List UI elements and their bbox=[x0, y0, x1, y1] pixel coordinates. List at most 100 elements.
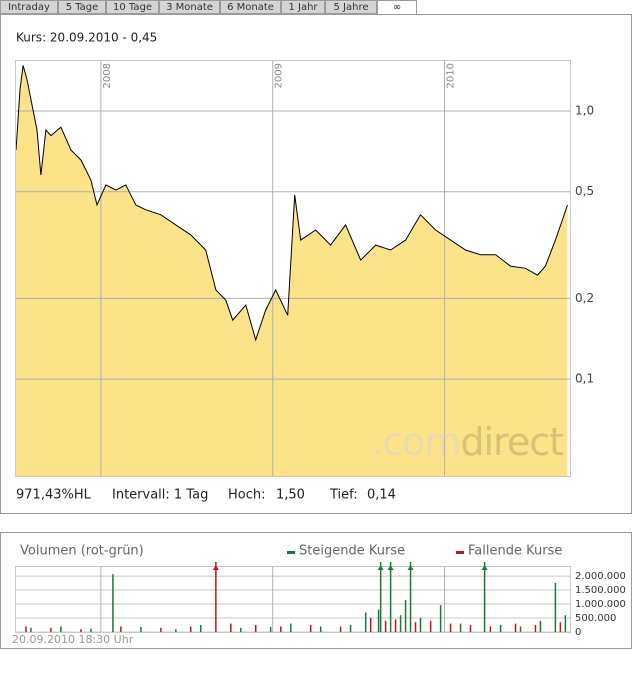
tab[interactable] bbox=[377, 0, 417, 15]
volume-bar bbox=[534, 625, 537, 632]
y-tick-label: 1.000.000 bbox=[575, 599, 626, 610]
y-tick-label: 0,2 bbox=[575, 291, 594, 305]
x-tick-label: 2008 bbox=[102, 63, 113, 88]
volume-bar bbox=[429, 620, 432, 632]
volume-bar bbox=[514, 623, 517, 632]
overflow-arrow bbox=[387, 565, 394, 570]
timestamp: 20.09.2010 18:30 Uhr bbox=[12, 633, 134, 646]
price-line bbox=[15, 65, 568, 342]
volume-bar bbox=[377, 609, 380, 632]
volume-bar bbox=[190, 626, 192, 632]
volume-bar bbox=[240, 627, 242, 632]
y-tick-label: 2.000.000 bbox=[575, 571, 626, 582]
volume-bar bbox=[409, 562, 412, 632]
volume-bar bbox=[499, 625, 502, 632]
volume-bar bbox=[384, 620, 387, 632]
volume-bar bbox=[439, 605, 442, 632]
overflow-arrow bbox=[407, 565, 414, 570]
volume-title: Volumen (rot-grün) bbox=[20, 544, 144, 559]
volume-bar bbox=[564, 615, 567, 632]
volume-bar bbox=[309, 625, 312, 632]
tab[interactable] bbox=[106, 0, 159, 14]
y-tick-label: 1.500.000 bbox=[575, 585, 626, 596]
volume-bar bbox=[349, 625, 352, 632]
watermark-part: direct bbox=[460, 420, 563, 464]
volume-bar bbox=[254, 625, 257, 632]
volume-bar bbox=[539, 620, 542, 632]
volume-bar bbox=[319, 626, 322, 632]
volume-bar bbox=[389, 562, 392, 632]
volume-bar bbox=[369, 618, 372, 632]
y-tick-label: 0,5 bbox=[575, 184, 594, 198]
volume-bar bbox=[269, 626, 272, 632]
volume-bar bbox=[280, 626, 282, 632]
watermark-part: .com bbox=[371, 420, 460, 464]
legend-label: Fallende Kurse bbox=[468, 544, 562, 559]
legend-swatch bbox=[456, 551, 464, 554]
y-tick-label: 0,1 bbox=[575, 372, 594, 386]
volume-bar bbox=[364, 612, 367, 632]
plot-frame bbox=[15, 566, 571, 633]
watermark: .comdirect bbox=[371, 420, 563, 464]
volume-bar bbox=[394, 619, 397, 632]
volume-bar bbox=[215, 562, 217, 632]
volume-bar bbox=[90, 628, 92, 632]
legend-label: Steigende Kurse bbox=[299, 544, 405, 559]
volume-bar bbox=[112, 574, 114, 632]
volume-bar bbox=[30, 627, 32, 632]
volume-bar bbox=[339, 626, 342, 632]
volume-bar bbox=[483, 562, 486, 632]
x-tick-label: 2010 bbox=[446, 63, 457, 88]
overflow-arrow bbox=[212, 565, 219, 570]
volume-bar bbox=[230, 623, 232, 632]
tab-label[interactable]: 5 Jahre bbox=[334, 2, 369, 13]
tab[interactable] bbox=[159, 0, 220, 14]
volume-bar bbox=[404, 600, 407, 632]
volume-bar bbox=[120, 626, 122, 632]
stat: 0,14 bbox=[367, 488, 396, 503]
volume-bar bbox=[379, 562, 382, 632]
bars bbox=[25, 562, 567, 632]
tab[interactable] bbox=[220, 0, 281, 14]
y-tick-label: 500.000 bbox=[575, 613, 616, 624]
volume-bar bbox=[199, 625, 202, 632]
volume-bar bbox=[399, 615, 402, 632]
volume-bar bbox=[80, 629, 82, 632]
stat: Intervall: 1 Tag bbox=[112, 488, 208, 503]
price-area bbox=[16, 65, 568, 477]
tab[interactable] bbox=[0, 0, 58, 14]
tab[interactable] bbox=[58, 0, 106, 14]
stat: Hoch: bbox=[228, 488, 266, 503]
tab-label[interactable]: Intraday bbox=[8, 2, 50, 13]
volume-bar bbox=[160, 627, 162, 632]
tab[interactable] bbox=[325, 0, 377, 14]
plot-frame bbox=[15, 60, 571, 477]
y-tick-label: 0 bbox=[575, 627, 581, 638]
volume-bar bbox=[140, 626, 142, 632]
price-title: Kurs: 20.09.2010 - 0,45 bbox=[16, 31, 157, 45]
tab-label[interactable]: ∞ bbox=[393, 2, 401, 13]
volume-bar bbox=[449, 623, 452, 632]
volume-bar bbox=[469, 625, 472, 632]
volume-bar bbox=[559, 622, 562, 632]
legend-swatch bbox=[287, 551, 295, 554]
stat: 971,43%HL bbox=[16, 488, 92, 503]
tab[interactable] bbox=[281, 0, 325, 14]
volume-bar bbox=[290, 623, 292, 632]
volume-bar bbox=[175, 629, 177, 632]
tab-label[interactable]: 3 Monate bbox=[166, 2, 213, 13]
volume-bar bbox=[25, 626, 27, 632]
tab-label[interactable]: 10 Tage bbox=[113, 2, 152, 13]
stat: Tief: bbox=[329, 488, 358, 503]
volume-bar bbox=[554, 583, 557, 632]
volume-bar bbox=[459, 623, 462, 632]
tab-label[interactable]: 1 Jahr bbox=[288, 2, 318, 13]
volume-bar bbox=[519, 626, 522, 632]
volume-bar bbox=[60, 626, 62, 632]
tab-label[interactable]: 6 Monate bbox=[227, 2, 274, 13]
stat: 1,50 bbox=[276, 488, 305, 503]
volume-bar bbox=[419, 618, 422, 632]
tab-label[interactable]: 5 Tage bbox=[66, 2, 99, 13]
volume-bar bbox=[489, 626, 492, 632]
